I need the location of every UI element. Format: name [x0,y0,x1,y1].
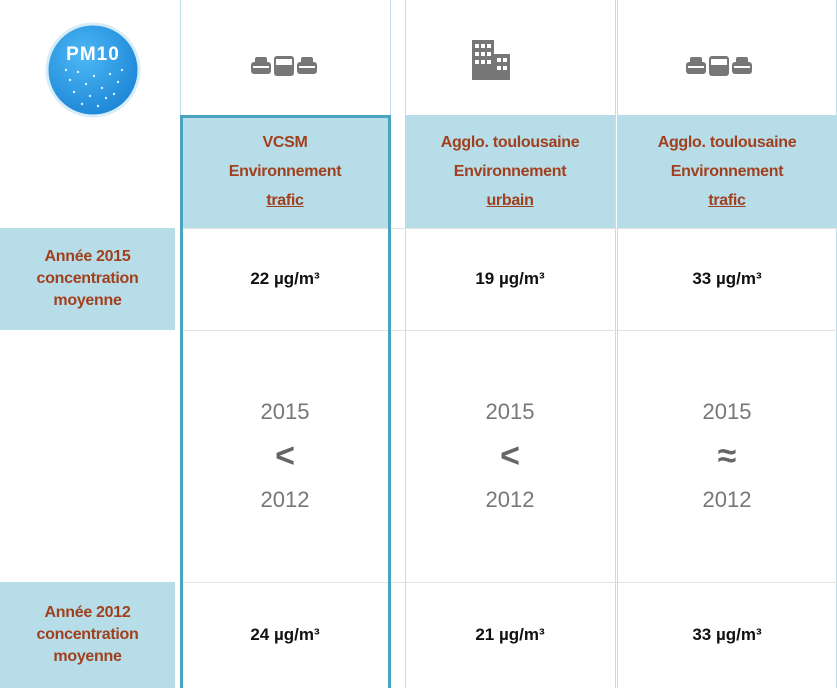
value: 19 µg/m³ [475,269,545,288]
column-header: Agglo. toulousaine Environnement trafic [617,115,837,228]
badge-text: PM10 [66,44,120,65]
column-kind: urbain [486,192,534,209]
comparison: 2015 <2012 [405,330,615,582]
badge-circle [45,22,141,118]
value: 22 µg/m³ [250,269,320,288]
row-line [180,228,837,229]
row-line [180,330,837,331]
column-env: Environnement [453,163,567,180]
traffic-icon [251,56,317,76]
column-kind: trafic [708,192,746,209]
column-header: Agglo. toulousaine Environnement urbain [405,115,615,228]
building-icon [472,40,510,80]
value-cell: 24 µg/m³ [180,582,390,688]
traffic-icon [686,56,752,76]
column-kind: trafic [266,192,304,209]
value: 24 µg/m³ [250,625,320,644]
comparison-symbol: ≈ [717,437,737,475]
value-cell: 33 µg/m³ [617,228,837,330]
badge-dots [64,68,124,108]
row-label-line: Année 2012 [44,604,131,621]
column-env: Environnement [228,163,342,180]
highlight-frame [180,115,391,688]
value: 33 µg/m³ [692,625,762,644]
comparison-year: 2012 [485,487,535,512]
value: 21 µg/m³ [475,625,545,644]
row-label-line: concentration [36,626,139,643]
value-cell: 21 µg/m³ [405,582,615,688]
row-line [180,582,837,583]
column-header: VCSM Environnement trafic [180,115,390,228]
column-name: Agglo. toulousaine [440,134,580,151]
column-env: Environnement [670,163,784,180]
column-name: Agglo. toulousaine [657,134,797,151]
comparison-symbol: < [500,437,520,475]
column-name: VCSM [262,134,308,151]
comparison: 2015 <2012 [180,330,390,582]
comparison-year: 2012 [260,487,310,512]
column-line [615,0,616,688]
row-label-line: concentration [36,270,139,287]
comparison-year: 2015 [260,399,310,424]
comparison-year: 2015 [485,399,535,424]
row-label-line: moyenne [53,292,122,309]
row-label-line: Année 2015 [44,248,131,265]
row-label: Année 2015 concentration moyenne [0,228,175,330]
row-label-line: moyenne [53,648,122,665]
row-label: Année 2012 concentration moyenne [0,582,175,688]
value: 33 µg/m³ [692,269,762,288]
comparison: 2015 ≈2012 [617,330,837,582]
value-cell: 33 µg/m³ [617,582,837,688]
column-line [405,0,406,688]
comparison-symbol: < [275,437,295,475]
column-line [617,0,618,688]
comparison-year: 2012 [702,487,752,512]
value-cell: 19 µg/m³ [405,228,615,330]
comparison-year: 2015 [702,399,752,424]
value-cell: 22 µg/m³ [180,228,390,330]
